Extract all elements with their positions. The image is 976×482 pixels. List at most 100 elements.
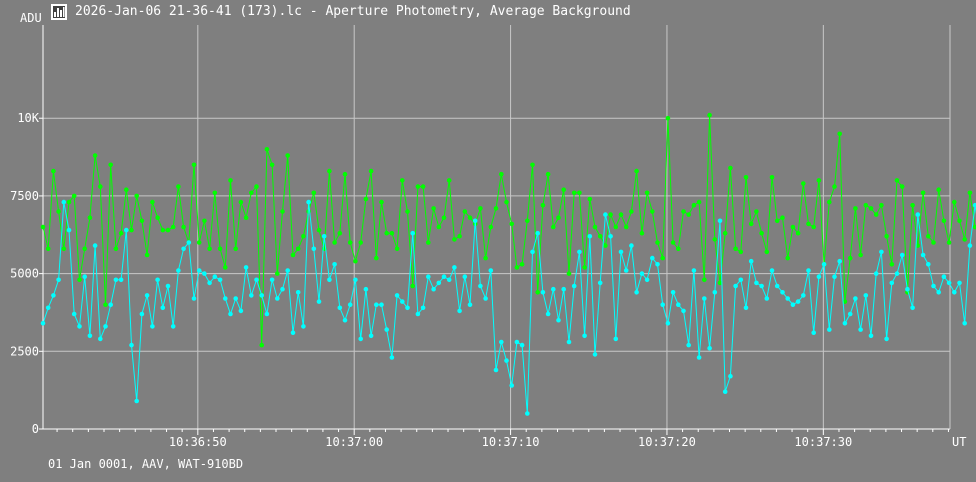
data-point bbox=[243, 215, 249, 220]
data-point bbox=[311, 190, 317, 196]
data-point bbox=[384, 230, 390, 236]
data-point bbox=[832, 184, 837, 189]
data-point bbox=[806, 221, 811, 227]
data-point bbox=[467, 215, 473, 220]
data-point bbox=[926, 234, 931, 239]
data-point bbox=[108, 302, 113, 308]
data-point bbox=[259, 293, 265, 298]
data-point bbox=[306, 199, 311, 205]
data-point bbox=[207, 246, 212, 252]
data-point bbox=[899, 252, 905, 258]
data-point bbox=[733, 246, 738, 252]
data-point bbox=[941, 218, 947, 224]
data-point bbox=[124, 227, 129, 233]
data-point bbox=[535, 230, 540, 236]
data-point bbox=[254, 184, 259, 189]
data-point bbox=[202, 218, 207, 224]
data-point bbox=[962, 237, 967, 242]
data-point bbox=[670, 240, 676, 245]
data-point bbox=[618, 249, 624, 255]
data-point bbox=[504, 358, 509, 363]
data-point bbox=[837, 258, 842, 264]
data-point bbox=[207, 280, 212, 286]
data-point bbox=[155, 277, 160, 283]
data-point bbox=[936, 187, 941, 192]
series-line bbox=[42, 202, 976, 414]
data-point bbox=[415, 311, 421, 317]
y-tick-label: 0 bbox=[32, 422, 39, 436]
data-point bbox=[493, 206, 499, 211]
data-point bbox=[738, 249, 744, 255]
data-point bbox=[327, 277, 332, 283]
data-point bbox=[650, 255, 655, 261]
x-tick-label: 10:37:20 bbox=[638, 435, 696, 449]
data-point bbox=[780, 290, 785, 295]
data-point bbox=[40, 224, 46, 230]
lightcurve-app-icon[interactable] bbox=[51, 4, 67, 20]
data-point bbox=[426, 274, 431, 280]
data-point bbox=[92, 243, 98, 248]
data-point bbox=[217, 246, 223, 252]
data-point bbox=[884, 234, 889, 239]
data-point bbox=[931, 283, 936, 289]
data-point bbox=[644, 190, 650, 196]
data-point bbox=[379, 302, 384, 308]
data-point bbox=[410, 283, 416, 289]
data-point bbox=[738, 277, 744, 283]
data-point bbox=[774, 283, 780, 289]
data-point bbox=[858, 252, 863, 258]
data-point bbox=[332, 240, 337, 245]
data-point bbox=[728, 373, 733, 379]
data-point bbox=[420, 184, 426, 189]
data-point bbox=[644, 277, 650, 283]
data-point bbox=[920, 252, 926, 258]
data-point bbox=[504, 199, 509, 205]
data-point bbox=[269, 277, 275, 283]
data-point bbox=[577, 249, 582, 255]
data-point bbox=[722, 389, 728, 395]
data-point bbox=[431, 286, 436, 292]
data-point bbox=[634, 290, 639, 295]
data-point bbox=[488, 224, 494, 230]
data-point bbox=[545, 311, 551, 317]
window-title: 2026-Jan-06 21-36-41 (173).lc - Aperture… bbox=[75, 4, 631, 19]
data-point bbox=[170, 224, 176, 230]
data-point bbox=[316, 299, 322, 304]
data-point bbox=[957, 218, 962, 224]
data-point bbox=[879, 202, 884, 208]
data-point bbox=[264, 147, 270, 152]
data-point bbox=[66, 199, 72, 205]
data-point bbox=[61, 246, 67, 252]
data-point bbox=[483, 296, 488, 301]
data-point bbox=[519, 262, 525, 267]
data-point bbox=[155, 215, 160, 220]
data-point bbox=[597, 280, 603, 286]
data-point bbox=[410, 230, 416, 236]
data-point bbox=[228, 311, 233, 317]
chart-grid bbox=[43, 25, 950, 429]
data-point bbox=[285, 268, 291, 273]
data-point bbox=[134, 398, 139, 404]
data-point bbox=[368, 168, 374, 174]
data-point bbox=[311, 246, 317, 252]
data-point bbox=[696, 199, 702, 205]
data-point bbox=[556, 215, 561, 220]
data-point bbox=[45, 246, 51, 252]
data-point bbox=[113, 246, 119, 252]
data-point bbox=[165, 227, 171, 233]
data-point bbox=[499, 171, 504, 177]
data-point bbox=[264, 311, 270, 317]
data-point bbox=[780, 215, 785, 220]
data-point bbox=[670, 290, 676, 295]
data-point bbox=[832, 274, 837, 280]
data-point bbox=[150, 199, 155, 205]
data-point bbox=[467, 302, 473, 308]
data-point bbox=[717, 218, 723, 224]
data-point bbox=[389, 355, 395, 360]
data-point bbox=[478, 283, 483, 289]
data-point bbox=[441, 215, 447, 220]
data-point bbox=[98, 184, 103, 189]
data-point bbox=[816, 178, 822, 183]
data-point bbox=[509, 221, 514, 227]
data-point bbox=[488, 268, 494, 273]
